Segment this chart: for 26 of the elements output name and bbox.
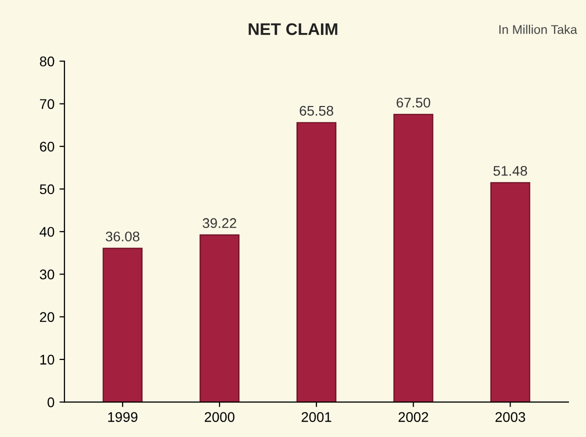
chart-title: NET CLAIM	[248, 23, 338, 36]
x-tick-label: 2001	[302, 412, 332, 422]
text: In Million Taka	[499, 24, 578, 34]
data-label: 51.48	[493, 166, 528, 176]
x-tick-label: 2003	[496, 412, 526, 422]
data-label: 36.08	[106, 232, 140, 242]
data-label: 65.58	[300, 106, 334, 116]
x-tick-label: 2000	[204, 412, 234, 422]
y-tick-label: 40	[40, 226, 54, 237]
y-tick-label: 70	[40, 99, 54, 109]
y-tick-label: 50	[40, 184, 54, 194]
y-tick-label: 60	[40, 142, 54, 152]
bar	[102, 248, 143, 402]
bar	[393, 114, 434, 402]
data-label: 39.22	[202, 218, 236, 228]
y-tick-label: 80	[40, 56, 54, 66]
y-tick-label: 30	[40, 270, 54, 280]
data-label: 67.50	[396, 98, 430, 108]
bar	[490, 182, 530, 402]
bar	[200, 234, 240, 402]
y-tick-label: 20	[40, 312, 54, 322]
x-tick-label: 2002	[398, 412, 428, 422]
x-tick-label: 1999	[108, 412, 138, 422]
y-tick-label: 10	[40, 354, 54, 365]
y-tick-label: 0	[48, 397, 54, 408]
bar	[296, 122, 336, 402]
